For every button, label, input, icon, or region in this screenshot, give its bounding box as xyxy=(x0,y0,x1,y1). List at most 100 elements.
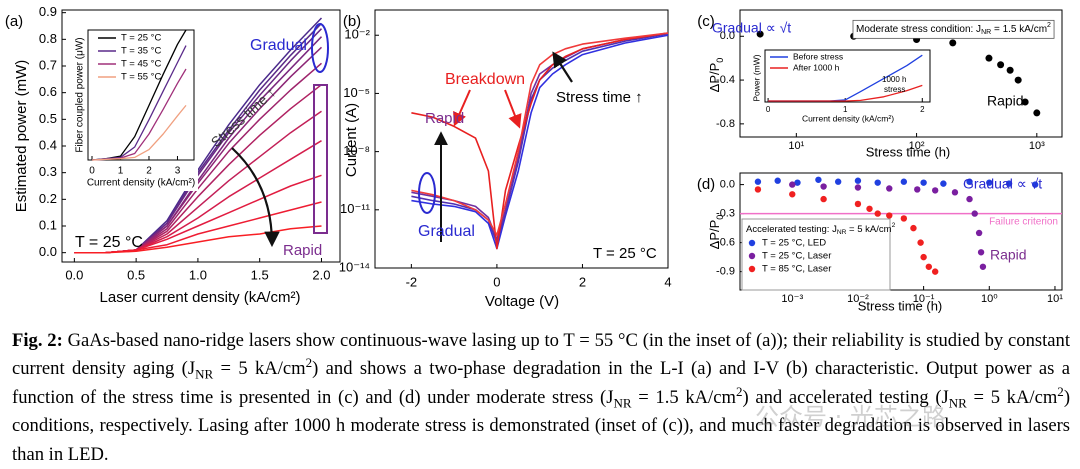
y-tick-label: 0.0 xyxy=(39,244,57,259)
series-line xyxy=(91,104,187,161)
x-axis-label: Current density (kA/cm²) xyxy=(87,178,195,189)
annotation: T = 25 °C xyxy=(75,234,143,251)
x-tick-label: 1.5 xyxy=(251,267,269,282)
legend-label: After 1000 h xyxy=(793,62,840,72)
y-tick-label: 0.8 xyxy=(39,31,57,46)
data-point xyxy=(854,177,862,184)
y-tick-label: 0.3 xyxy=(39,164,57,179)
data-point xyxy=(920,253,927,261)
y-axis-label: Estimated power (mW) xyxy=(13,60,30,213)
legend-title-part: NR xyxy=(837,229,847,236)
legend-title: Accelerated testing: JNR = 5 kA/cm2 xyxy=(746,222,896,236)
x-tick-label: 0 xyxy=(493,274,500,289)
x-tick-label: 10³ xyxy=(1029,140,1045,152)
legend-label: T = 25 °C, Laser xyxy=(762,251,831,262)
annotation: 1000 h xyxy=(882,75,906,84)
y-tick-label: 0.0 xyxy=(720,179,735,191)
data-point xyxy=(966,195,973,203)
series-line xyxy=(74,225,322,254)
arrow xyxy=(453,89,471,127)
y-tick-label: 0.1 xyxy=(39,217,57,232)
arrow xyxy=(504,89,522,129)
y-axis-label-part: 0 xyxy=(715,58,725,63)
data-point xyxy=(874,179,881,186)
y-axis-label: Fiber coupled power (μW) xyxy=(75,37,86,152)
data-point xyxy=(854,200,862,208)
data-point xyxy=(931,187,939,194)
caption-text: = 5 kA/cm xyxy=(213,358,306,380)
data-point xyxy=(789,181,796,188)
x-tick-label: -2 xyxy=(406,274,418,289)
caption-text: ) and accelerated testing (J xyxy=(742,386,949,408)
data-point xyxy=(900,215,908,222)
data-point xyxy=(886,212,893,219)
legend-label: T = 25 °C, LED xyxy=(762,238,826,249)
y-tick-label: 0.6 xyxy=(39,84,57,99)
data-point xyxy=(1005,180,1013,187)
annotation: Stress time ↑ xyxy=(556,89,643,106)
caption-text: 2 xyxy=(1057,383,1064,399)
plot-frame xyxy=(374,9,669,269)
annotation: T = 25 °C xyxy=(593,245,657,262)
legend-label: Before stress xyxy=(793,51,843,61)
x-tick-label: 2 xyxy=(920,105,925,114)
panel-label: (a) xyxy=(5,13,23,30)
y-tick-label: -0.8 xyxy=(716,118,735,130)
x-tick-label: 2.0 xyxy=(312,267,330,282)
y-tick-label: 0.0 xyxy=(720,30,735,42)
y-tick-label: 10⁻⁸ xyxy=(343,143,370,158)
caption-text: = 1.5 kA/cm xyxy=(631,386,736,408)
caption-text: ) and shows a two-phase degradation in t… xyxy=(12,358,1070,408)
x-tick-label: 4 xyxy=(664,274,671,289)
watermark: 公众号 · 光芯之路 xyxy=(755,403,946,431)
x-tick-label: 1.0 xyxy=(189,267,207,282)
figure: 0.0 0.5 1.0 1.5 2.0 0.0 0.1 0.2 0.3 0.4 0.5 0.6 0.7 0… xyxy=(5,4,1063,313)
reference-label: Failure criterion xyxy=(989,216,1058,227)
y-axis-label: ΔP/P0 xyxy=(707,215,725,250)
data-point xyxy=(1021,98,1029,106)
y-tick-label: 0.7 xyxy=(39,57,57,72)
y-axis-label: Power (mW) xyxy=(751,54,761,101)
data-point xyxy=(1033,109,1041,117)
highlight-box xyxy=(313,84,328,234)
data-point xyxy=(874,210,881,217)
data-point xyxy=(997,61,1005,69)
data-point xyxy=(794,179,801,186)
x-tick-label: 2 xyxy=(579,274,586,289)
data-point xyxy=(985,54,993,62)
annotation: Breakdown xyxy=(445,71,525,88)
y-tick-label: 0.9 xyxy=(39,4,57,19)
caption-text: 2 xyxy=(305,355,313,371)
y-tick-label: -0.9 xyxy=(716,266,735,278)
y-tick-label: 10⁻² xyxy=(344,27,370,42)
annotation-part: = 1.5 kA/cm xyxy=(991,24,1047,35)
annotation: Gradual xyxy=(250,37,307,54)
annotation-box xyxy=(852,19,1055,39)
x-tick-label: 10⁻¹ xyxy=(913,293,935,305)
series-line xyxy=(411,32,669,244)
annotation: stress xyxy=(884,85,905,94)
annotation: Gradual ∝ √t xyxy=(712,20,791,36)
data-point xyxy=(900,178,908,185)
series-line xyxy=(768,84,923,102)
x-tick-label: 1 xyxy=(118,166,124,177)
annotation-part: 2 xyxy=(1047,22,1051,29)
caption-text: NR xyxy=(613,395,632,411)
data-point xyxy=(756,30,764,38)
data-point xyxy=(820,195,827,203)
y-axis-label: Current (A) xyxy=(343,103,360,177)
caption-text: = 5 kA/cm xyxy=(966,386,1058,408)
y-tick-label: 0.5 xyxy=(39,111,57,126)
panel-label: (c) xyxy=(697,13,715,30)
legend-label: T = 35 °C xyxy=(121,46,161,57)
panel-label: (d) xyxy=(697,176,715,193)
x-axis-label: Stress time (h) xyxy=(858,298,943,313)
series-line xyxy=(411,32,669,250)
data-point xyxy=(979,263,987,270)
annotation: Rapid xyxy=(987,93,1024,109)
legend-title-part: = 5 kA/cm xyxy=(846,224,891,235)
data-point xyxy=(789,191,796,198)
x-tick-label: 0.0 xyxy=(65,267,83,282)
annotation: Moderate stress condition: JNR = 1.5 kA/… xyxy=(856,22,1051,36)
highlight-ellipse xyxy=(418,172,436,214)
